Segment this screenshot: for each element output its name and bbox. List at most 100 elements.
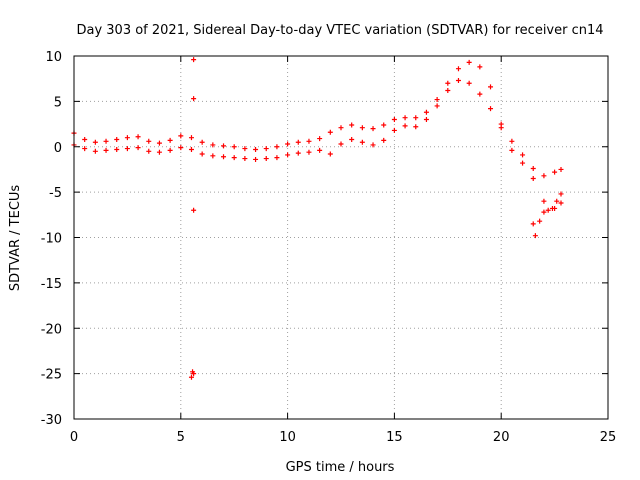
y-tick-label: -10: [41, 232, 62, 247]
series-upper-branch: [71, 59, 564, 179]
data-point: [178, 133, 184, 139]
data-point: [167, 147, 173, 153]
data-point: [253, 146, 259, 152]
tick-labels: 0 5 10 15 20 25 10 5 0 -5 -10 -15 -20 -25 -30: [41, 50, 617, 445]
series-lower-branch: [71, 78, 564, 211]
data-point: [338, 141, 344, 147]
data-point: [477, 64, 483, 70]
chart-title: Day 303 of 2021, Sidereal Day-to-day VTE…: [76, 23, 603, 38]
y-tick-label: -30: [41, 413, 62, 428]
data-point: [488, 84, 494, 90]
data-point: [263, 146, 269, 152]
data-point: [146, 138, 152, 144]
data-point: [359, 139, 365, 145]
data-point: [191, 96, 197, 102]
y-tick-label: -25: [41, 368, 62, 383]
data-point: [537, 218, 543, 224]
data-point: [530, 166, 536, 172]
data-point: [455, 66, 461, 72]
data-point: [520, 152, 526, 158]
data-point: [188, 146, 194, 152]
data-point: [413, 115, 419, 121]
data-point: [242, 156, 248, 162]
data-point: [370, 126, 376, 132]
data-point: [210, 153, 216, 159]
data-point: [188, 374, 194, 380]
data-point: [327, 151, 333, 157]
data-point: [306, 149, 312, 155]
data-point: [413, 124, 419, 130]
data-point: [124, 135, 130, 141]
y-tick-label: 10: [45, 50, 62, 65]
data-point: [509, 138, 515, 144]
data-point: [146, 148, 152, 154]
data-point: [295, 139, 301, 145]
data-point: [156, 149, 162, 155]
data-point: [135, 145, 141, 151]
x-tick-label: 5: [177, 430, 185, 445]
data-point: [199, 139, 205, 145]
data-point: [445, 87, 451, 93]
data-point: [285, 141, 291, 147]
data-point: [423, 109, 429, 115]
series-outliers: [188, 57, 197, 380]
data-point: [549, 205, 555, 211]
y-tick-label: -20: [41, 322, 62, 337]
data-point: [231, 155, 237, 161]
data-point: [554, 198, 560, 204]
y-axis-title: SDTVAR / TECUs: [8, 185, 23, 292]
data-point: [381, 122, 387, 128]
data-point: [327, 129, 333, 135]
data-point: [391, 127, 397, 133]
data-point: [263, 156, 269, 162]
x-tick-label: 20: [493, 430, 510, 445]
data-point: [541, 198, 547, 204]
data-point: [82, 136, 88, 142]
data-point: [466, 80, 472, 86]
data-point: [221, 143, 227, 149]
data-point: [509, 147, 515, 153]
data-point: [520, 160, 526, 166]
data-point: [477, 91, 483, 97]
data-point: [191, 207, 197, 213]
data-point: [92, 139, 98, 145]
data-point: [295, 150, 301, 156]
data-point: [190, 369, 196, 375]
data-points: [71, 57, 564, 380]
data-point: [558, 191, 564, 197]
data-point: [541, 173, 547, 179]
series-late-day-trace: [530, 191, 564, 239]
x-axis-title: GPS time / hours: [286, 460, 395, 475]
y-tick-label: -15: [41, 277, 62, 292]
data-point: [178, 145, 184, 151]
data-point: [423, 117, 429, 123]
data-point: [349, 136, 355, 142]
data-point: [82, 146, 88, 152]
data-point: [191, 57, 197, 63]
data-point: [231, 144, 237, 150]
data-point: [114, 146, 120, 152]
data-point: [381, 137, 387, 143]
x-tick-label: 0: [70, 430, 78, 445]
data-point: [317, 136, 323, 142]
data-point: [349, 122, 355, 128]
data-point: [541, 209, 547, 215]
data-point: [306, 138, 312, 144]
data-point: [124, 146, 130, 152]
data-point: [274, 155, 280, 161]
data-point: [242, 146, 248, 152]
data-point: [455, 78, 461, 84]
data-point: [402, 123, 408, 129]
data-point: [114, 136, 120, 142]
data-point: [488, 106, 494, 112]
data-point: [532, 233, 538, 239]
data-point: [434, 103, 440, 109]
data-point: [253, 156, 259, 162]
y-tick-label: -5: [49, 186, 62, 201]
data-point: [103, 138, 109, 144]
data-point: [498, 125, 504, 131]
y-tick-label: 5: [54, 95, 62, 110]
data-point: [156, 140, 162, 146]
data-point: [558, 166, 564, 172]
